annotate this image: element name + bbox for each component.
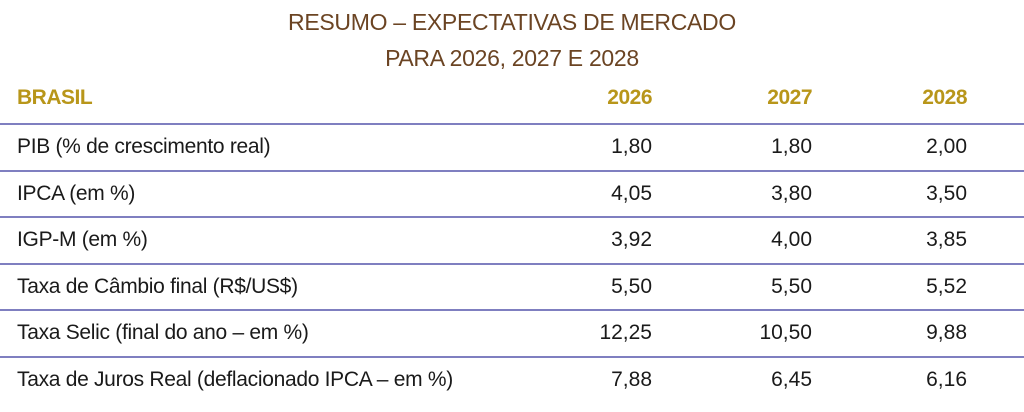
table-title-line-2: PARA 2026, 2027 E 2028 [385,45,639,71]
table-title-line-1: RESUMO – EXPECTATIVAS DE MERCADO [288,9,736,35]
row-divider [0,170,1024,172]
row-label: Taxa de Câmbio final (R$/US$) [17,275,298,298]
row-value-2027: 1,80 [771,135,812,158]
row-divider [0,263,1024,265]
table-row: Taxa Selic (final do ano – em %) 12,25 10,… [0,311,1024,357]
row-divider [0,356,1024,358]
row-value-2028: 9,88 [926,321,967,344]
table-row: IPCA (em %) 4,05 3,80 3,50 [0,172,1024,218]
row-value-2028: 5,52 [926,275,967,298]
table-row: Taxa de Câmbio final (R$/US$) 5,50 5,50 5,5… [0,265,1024,311]
row-label: IPCA (em %) [17,182,136,205]
row-label: Taxa Selic (final do ano – em %) [17,321,309,344]
row-value-2026: 7,88 [611,368,652,391]
row-value-2028: 2,00 [926,135,967,158]
row-value-2028: 3,50 [926,182,967,205]
table-row: PIB (% de crescimento real) 1,80 1,80 2,00 [0,125,1024,171]
row-divider [0,216,1024,218]
row-value-2027: 4,00 [771,228,812,251]
row-value-2026: 4,05 [611,182,652,205]
row-label: IGP-M (em %) [17,228,148,251]
row-value-2026: 5,50 [611,275,652,298]
row-value-2028: 6,16 [926,368,967,391]
header-year-2027: 2027 [767,86,812,109]
table-row: IGP-M (em %) 3,92 4,00 3,85 [0,218,1024,264]
header-brasil: BRASIL [17,86,93,109]
row-value-2027: 6,45 [771,368,812,391]
row-value-2027: 10,50 [759,321,812,344]
row-value-2026: 12,25 [599,321,652,344]
header-year-2028: 2028 [922,86,967,109]
row-label: PIB (% de crescimento real) [17,135,271,158]
row-divider [0,309,1024,311]
header-year-2026: 2026 [607,86,652,109]
row-value-2026: 1,80 [611,135,652,158]
row-label: Taxa de Juros Real (deflacionado IPCA – … [17,368,453,391]
row-value-2027: 5,50 [771,275,812,298]
row-value-2027: 3,80 [771,182,812,205]
table-row: Taxa de Juros Real (deflacionado IPCA – … [0,358,1024,404]
row-divider [0,123,1024,125]
row-value-2026: 3,92 [611,228,652,251]
row-value-2028: 3,85 [926,228,967,251]
